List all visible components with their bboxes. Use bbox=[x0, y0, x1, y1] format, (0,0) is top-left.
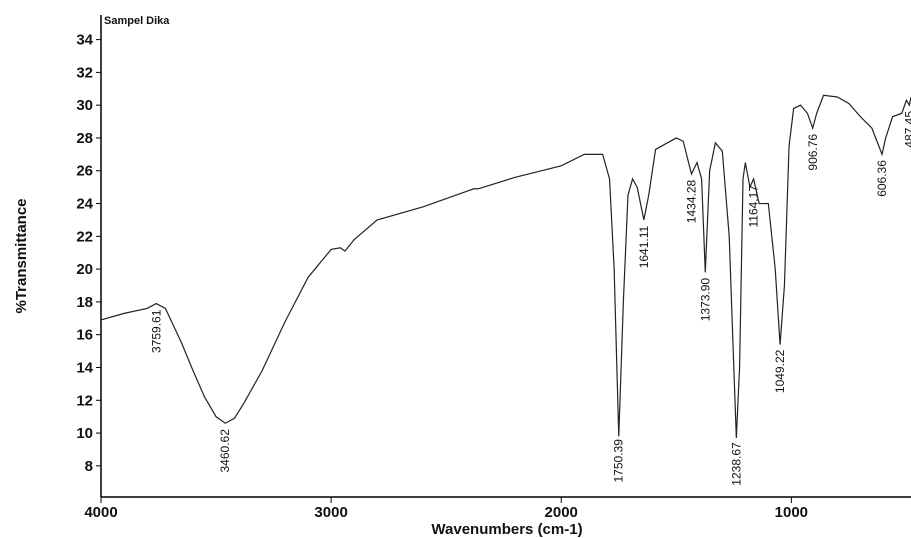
peak-label: 606.36 bbox=[875, 160, 889, 197]
x-tick-label: 3000 bbox=[314, 504, 347, 521]
y-tick-label: 12 bbox=[76, 392, 93, 409]
y-tick-label: 10 bbox=[76, 425, 93, 442]
peak-label: 1049.22 bbox=[773, 349, 787, 393]
peak-label: 1750.39 bbox=[612, 439, 626, 483]
peak-label: 1164.17 bbox=[747, 185, 761, 228]
y-tick-label: 34 bbox=[76, 32, 93, 49]
y-tick-label: 18 bbox=[76, 294, 93, 311]
x-tick-label: 4000 bbox=[84, 504, 117, 521]
y-tick-label: 16 bbox=[76, 327, 93, 344]
y-tick-label: 8 bbox=[85, 458, 93, 475]
x-axis-label: Wavenumbers (cm-1) bbox=[431, 521, 582, 538]
y-tick-label: 14 bbox=[76, 359, 93, 376]
y-tick-label: 20 bbox=[76, 261, 93, 278]
peak-label: 906.76 bbox=[806, 134, 820, 171]
peak-label: 1238.67 bbox=[729, 442, 743, 486]
y-tick-label: 28 bbox=[76, 130, 93, 147]
peak-label: 1641.11 bbox=[637, 225, 651, 268]
y-axis-label: %Transmittance bbox=[13, 198, 30, 313]
y-tick-label: 22 bbox=[76, 228, 93, 245]
x-tick-label: 1000 bbox=[775, 504, 808, 521]
chart-title: Sampel Dika bbox=[104, 15, 170, 27]
peak-label: 1373.90 bbox=[698, 278, 712, 322]
peak-label: 3460.62 bbox=[218, 429, 232, 473]
y-tick-label: 30 bbox=[76, 97, 93, 114]
x-tick-label: 2000 bbox=[545, 504, 578, 521]
y-tick-label: 24 bbox=[76, 196, 93, 213]
y-tick-label: 32 bbox=[76, 64, 93, 81]
peak-label: 3759.61 bbox=[149, 309, 163, 353]
peak-label: 1434.28 bbox=[684, 179, 698, 223]
peak-label: 487.45 bbox=[902, 111, 911, 148]
spectrum-line bbox=[100, 94, 911, 439]
y-tick-label: 26 bbox=[76, 163, 93, 180]
